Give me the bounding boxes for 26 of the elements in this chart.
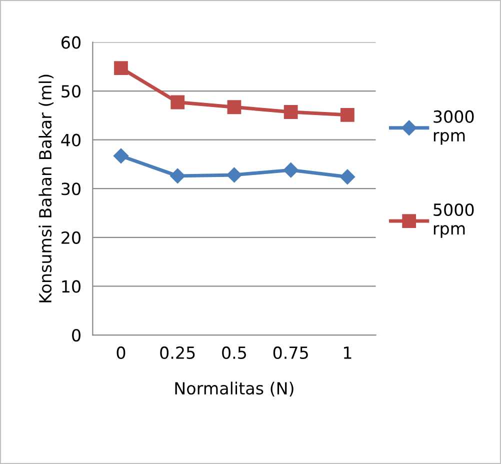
y-tick-label: 40 — [61, 134, 80, 146]
x-tick-label: 0.5 — [222, 346, 246, 360]
y-tick-label: 30 — [62, 182, 80, 196]
legend-label: 3000 rpm — [434, 110, 474, 145]
point — [170, 95, 185, 110]
y-tick-label: 20 — [62, 231, 80, 244]
point — [340, 108, 354, 122]
point — [340, 169, 356, 184]
x-axis-title: Normalitas (N) — [175, 382, 294, 397]
x-tick-label: 1 — [344, 346, 352, 359]
point — [284, 105, 298, 119]
y-tick-label: 0 — [72, 328, 80, 342]
point — [226, 167, 242, 183]
legend-label: 5000 rpm — [434, 203, 474, 238]
x-tick-label: 0.25 — [160, 346, 195, 360]
point — [170, 168, 186, 184]
x-tick-label: 0.75 — [273, 346, 308, 360]
y-tick-label: 10 — [62, 280, 80, 293]
point — [113, 148, 129, 164]
y-tick-label: 50 — [62, 84, 80, 98]
point — [114, 61, 128, 76]
point — [283, 162, 298, 178]
x-tick-label: 0 — [116, 346, 126, 360]
y-axis-title: Konsumsi Bahan Bakar (ml) — [38, 74, 54, 302]
point — [227, 100, 242, 114]
y-tick-label: 60 — [62, 36, 80, 49]
